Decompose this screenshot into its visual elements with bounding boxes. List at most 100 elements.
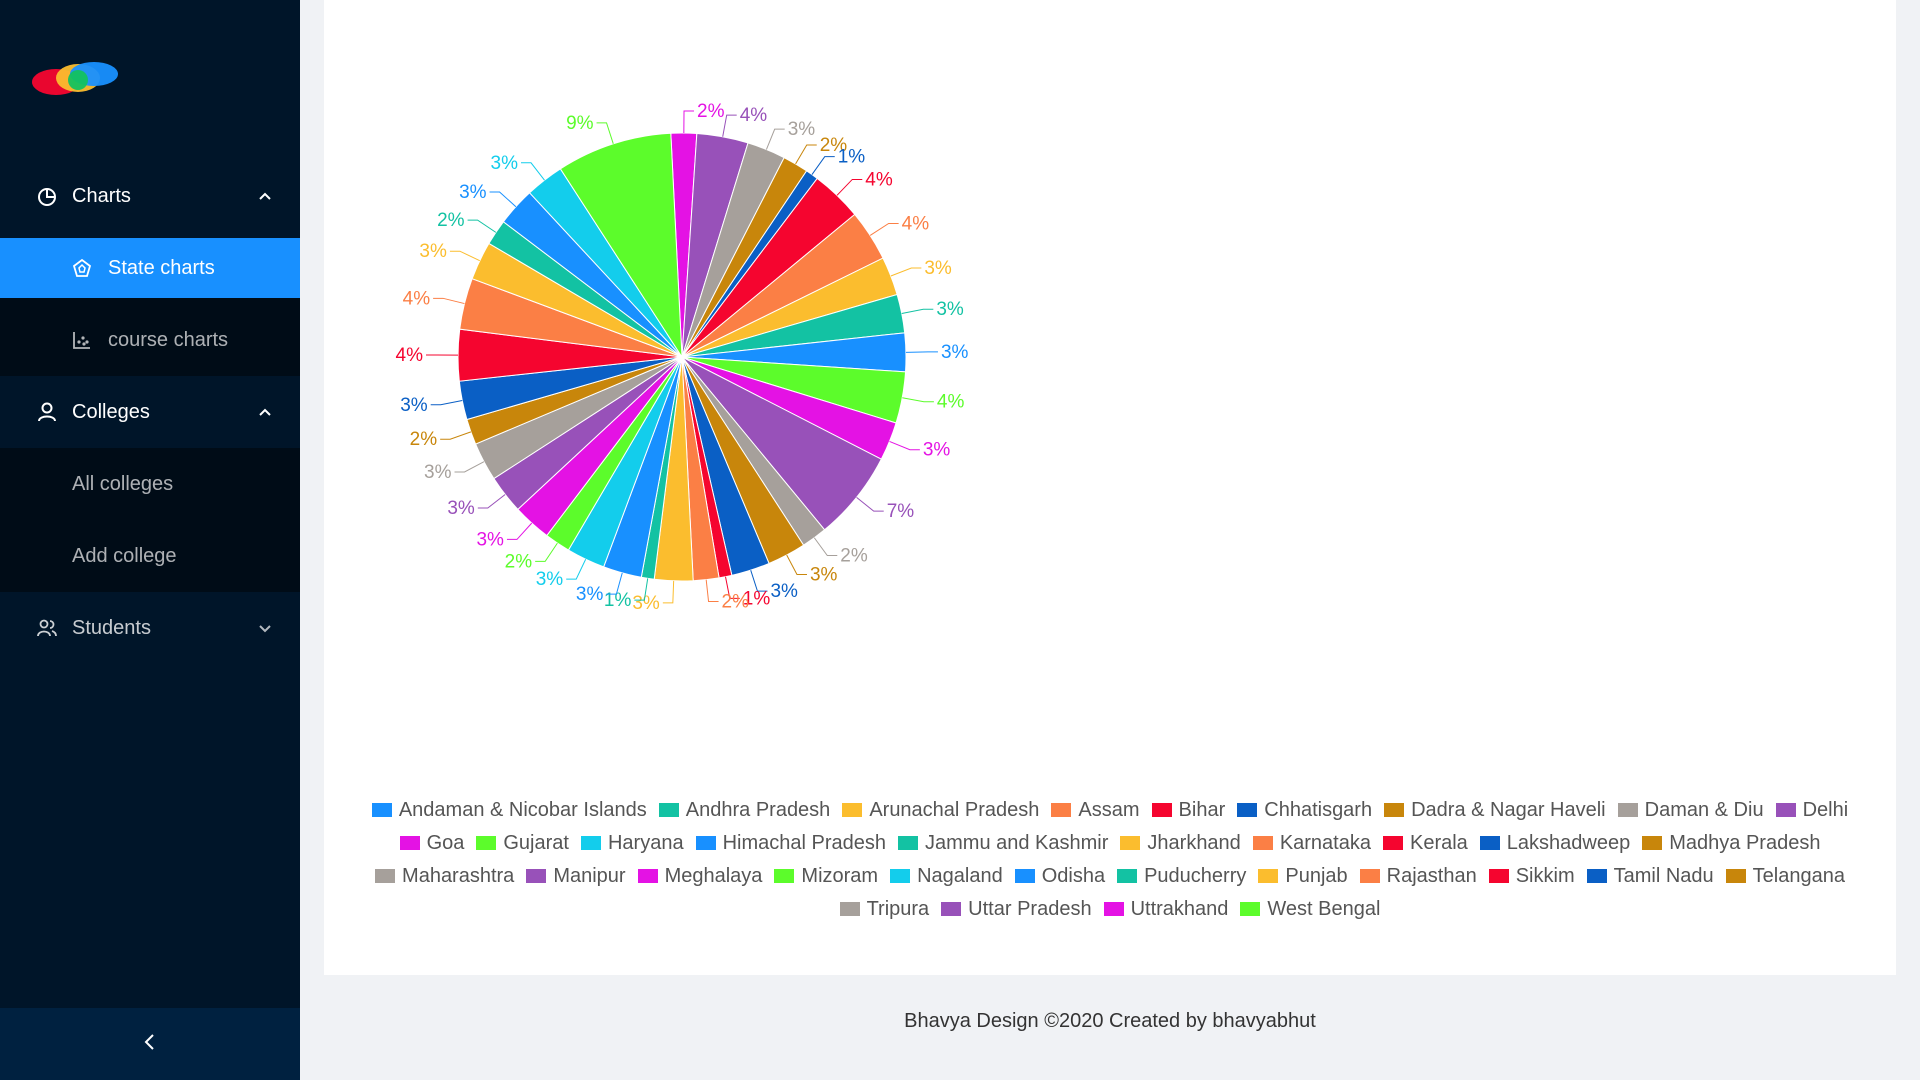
legend-item-tripura[interactable]: Tripura (839, 897, 929, 921)
menu-item-course-charts[interactable]: course charts (0, 304, 300, 376)
legend-swatch (1642, 836, 1663, 850)
team-icon (36, 617, 58, 639)
colleges-submenu: All colleges Add college (0, 448, 300, 592)
legend-item-nagaland[interactable]: Nagaland (890, 864, 1003, 888)
data-label-punjab: 3% (632, 593, 660, 614)
leader-line-lakshadweep (430, 400, 463, 406)
legend-label: Punjab (1285, 864, 1348, 887)
legend-item-haryana[interactable]: Haryana (580, 831, 684, 855)
data-label-meghalaya: 2% (697, 101, 725, 122)
legend-item-chhatisgarh[interactable]: Chhatisgarh (1237, 798, 1372, 822)
legend-item-tamil-nadu[interactable]: Tamil Nadu (1586, 864, 1714, 888)
data-label-west-bengal: 4% (937, 392, 965, 413)
sidebar-menu: Charts State charts course charts (0, 160, 300, 664)
menu-charts[interactable]: Charts (0, 160, 300, 232)
data-label-andaman-and-nicobar-islands: 3% (941, 342, 969, 363)
legend-swatch (1479, 836, 1500, 850)
legend-item-sikkim[interactable]: Sikkim (1488, 864, 1575, 888)
legend-item-delhi[interactable]: Delhi (1775, 798, 1848, 822)
legend-item-assam[interactable]: Assam (1051, 798, 1140, 822)
legend-item-jharkhand[interactable]: Jharkhand (1120, 831, 1241, 855)
legend-swatch (839, 902, 860, 916)
legend-item-himachal-pradesh[interactable]: Himachal Pradesh (695, 831, 886, 855)
footer-text: Bhavya Design ©2020 Created by bhavyabhu… (904, 1010, 1316, 1032)
legend-item-uttrakhand[interactable]: Uttrakhand (1103, 897, 1229, 921)
legend-swatch (1488, 869, 1509, 883)
menu-item-state-charts-label: State charts (108, 256, 215, 279)
radar-chart-icon (72, 258, 92, 278)
legend-item-maharashtra[interactable]: Maharashtra (375, 864, 514, 888)
legend-swatch (1117, 869, 1138, 883)
legend-label: Maharashtra (402, 864, 515, 887)
menu-students[interactable]: Students (0, 592, 300, 664)
legend-label: Jharkhand (1147, 831, 1241, 854)
leader-line-andhra-pradesh (901, 308, 934, 314)
legend-item-punjab[interactable]: Punjab (1258, 864, 1348, 888)
data-label-gujarat: 9% (566, 113, 594, 134)
leader-line-maharashtra (454, 461, 485, 473)
leader-line-uttrakhand (889, 440, 920, 451)
legend-item-andhra-pradesh[interactable]: Andhra Pradesh (658, 798, 831, 822)
legend-item-daman-and-diu[interactable]: Daman & Diu (1617, 798, 1764, 822)
legend-item-gujarat[interactable]: Gujarat (476, 831, 569, 855)
leader-line-arunachal-pradesh (890, 267, 922, 277)
legend-item-bihar[interactable]: Bihar (1151, 798, 1226, 822)
menu-item-add-college[interactable]: Add college (0, 520, 300, 592)
leader-line-tamil-nadu (750, 570, 768, 592)
data-label-arunachal-pradesh: 3% (924, 258, 952, 279)
legend-swatch (637, 869, 658, 883)
leader-line-mizoram (535, 542, 558, 562)
legend-swatch (1103, 902, 1124, 916)
data-label-dadra-and-nagar-haveli: 2% (820, 135, 848, 156)
legend-item-lakshadweep[interactable]: Lakshadweep (1479, 831, 1630, 855)
legend-label: Bihar (1178, 798, 1226, 821)
data-label-jammu-and-kashmir: 2% (437, 210, 465, 231)
legend-swatch (1014, 869, 1035, 883)
sidebar-collapse-trigger[interactable] (0, 1008, 300, 1080)
legend-item-rajasthan[interactable]: Rajasthan (1359, 864, 1477, 888)
leader-line-dadra-and-nagar-haveli (795, 144, 817, 165)
legend-label: Andhra Pradesh (685, 798, 831, 821)
data-label-puducherry: 1% (604, 590, 632, 611)
legend-label: Uttar Pradesh (968, 897, 1092, 920)
legend-label: Chhatisgarh (1264, 798, 1373, 821)
legend-swatch (1051, 803, 1072, 817)
data-label-uttrakhand: 3% (923, 440, 951, 461)
legend-item-puducherry[interactable]: Puducherry (1117, 864, 1246, 888)
data-label-bihar: 4% (865, 169, 893, 190)
data-label-odisha: 3% (576, 584, 604, 605)
leader-line-odisha (606, 572, 623, 595)
legend-item-west-bengal[interactable]: West Bengal (1240, 897, 1380, 921)
chevron-up-icon (258, 189, 272, 203)
legend-swatch (1725, 869, 1746, 883)
legend-item-andaman-and-nicobar-islands[interactable]: Andaman & Nicobar Islands (371, 798, 647, 822)
menu-colleges-label: Colleges (72, 400, 150, 423)
legend-label: Telangana (1752, 864, 1845, 887)
menu-colleges[interactable]: Colleges (0, 376, 300, 448)
legend-item-dadra-and-nagar-haveli[interactable]: Dadra & Nagar Haveli (1384, 798, 1606, 822)
legend-item-madhya-pradesh[interactable]: Madhya Pradesh (1642, 831, 1820, 855)
legend-item-goa[interactable]: Goa (399, 831, 464, 855)
data-label-himachal-pradesh: 3% (459, 182, 487, 203)
legend-item-telangana[interactable]: Telangana (1725, 864, 1845, 888)
app-logo[interactable] (28, 56, 122, 96)
legend-item-jammu-and-kashmir[interactable]: Jammu and Kashmir (898, 831, 1108, 855)
legend-swatch (658, 803, 679, 817)
legend-swatch (1120, 836, 1141, 850)
legend-item-mizoram[interactable]: Mizoram (774, 864, 878, 888)
leader-line-madhya-pradesh (440, 431, 472, 440)
legend-label: Sikkim (1515, 864, 1575, 887)
legend-label: Karnataka (1279, 831, 1371, 854)
legend-item-manipur[interactable]: Manipur (526, 864, 626, 888)
legend-item-arunachal-pradesh[interactable]: Arunachal Pradesh (842, 798, 1039, 822)
menu-item-state-charts[interactable]: State charts (0, 238, 300, 298)
legend-item-uttar-pradesh[interactable]: Uttar Pradesh (941, 897, 1092, 921)
menu-item-all-colleges[interactable]: All colleges (0, 448, 300, 520)
legend-label: Uttrakhand (1130, 897, 1229, 920)
leader-line-jharkhand (449, 250, 480, 262)
leader-line-nagaland (566, 559, 587, 580)
legend-item-kerala[interactable]: Kerala (1382, 831, 1468, 855)
legend-item-karnataka[interactable]: Karnataka (1252, 831, 1371, 855)
legend-item-meghalaya[interactable]: Meghalaya (637, 864, 762, 888)
legend-item-odisha[interactable]: Odisha (1014, 864, 1105, 888)
